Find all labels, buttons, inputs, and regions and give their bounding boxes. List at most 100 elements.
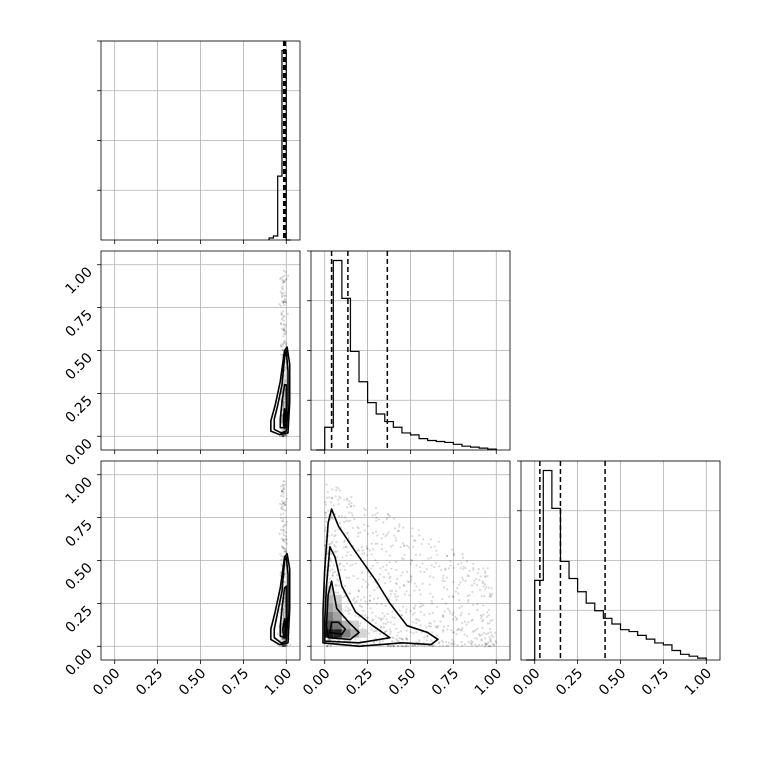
scatter-point (282, 512, 285, 515)
scatter-point (346, 532, 349, 535)
scatter-point (348, 639, 351, 642)
scatter-point (477, 643, 481, 646)
scatter-point (282, 310, 285, 313)
scatter-point (489, 640, 493, 643)
scatter-point (476, 603, 479, 606)
scatter-point (286, 643, 289, 647)
scatter-point (362, 609, 365, 612)
y-tick-label: 0.75 (62, 307, 95, 340)
scatter-point (331, 574, 334, 577)
scatter-point (373, 629, 376, 633)
scatter-point (374, 622, 377, 625)
scatter-point (328, 581, 331, 584)
scatter-point (475, 583, 479, 587)
scatter-point (350, 511, 353, 515)
scatter-point (473, 637, 476, 640)
contour-level (270, 346, 291, 436)
scatter-point (442, 629, 445, 632)
histogram-panel-2 (307, 250, 511, 454)
scatter-point (457, 627, 460, 630)
scatter-point (442, 574, 445, 577)
scatter-point (440, 639, 443, 642)
scatter-point (413, 589, 416, 592)
scatter-point (393, 623, 396, 626)
scatter-point (364, 614, 367, 617)
x-tick-label: 0.75 (639, 666, 672, 699)
scatter-point (280, 343, 283, 346)
scatter-point (356, 549, 359, 552)
scatter-point (451, 548, 454, 551)
scatter-point (383, 631, 386, 634)
scatter-point (386, 620, 389, 624)
scatter-point (323, 529, 327, 532)
scatter-point (400, 557, 404, 560)
scatter-point (284, 434, 287, 437)
scatter-point (284, 572, 287, 575)
scatter-point (445, 644, 448, 648)
scatter-point (386, 645, 389, 648)
scatter-point (411, 645, 414, 648)
scatter-point (412, 632, 415, 635)
scatter-point (371, 548, 375, 551)
scatter-point (280, 622, 284, 625)
scatter-point (477, 633, 481, 636)
scatter-point (487, 645, 491, 648)
scatter-point (375, 516, 378, 519)
scatter-point (284, 504, 287, 507)
y-tick-label: 1.00 (62, 474, 95, 507)
scatter-point (325, 483, 328, 486)
scatter-point (282, 301, 285, 304)
scatter-point (482, 567, 485, 570)
scatter-point (466, 600, 470, 603)
scatter-point (461, 644, 464, 647)
scatter-point (284, 366, 287, 369)
scatter-point (415, 585, 418, 588)
scatter-point (281, 637, 284, 640)
scatter-point (281, 275, 284, 278)
scatter-point (479, 588, 482, 592)
scatter-point (345, 605, 348, 608)
scatter-point (459, 566, 462, 570)
scatter-point (457, 628, 461, 631)
density-cell (283, 371, 286, 381)
scatter-point (364, 580, 367, 583)
scatter-point (422, 603, 425, 607)
scatter-point (475, 637, 478, 640)
scatter-point (384, 604, 387, 608)
scatter-point (283, 644, 286, 647)
scatter-point (281, 645, 284, 648)
scatter-point (339, 562, 342, 565)
scatter-point (282, 299, 285, 303)
scatter-point (438, 645, 441, 648)
scatter-point (282, 428, 286, 431)
scatter-point (289, 643, 292, 647)
scatter-point (441, 614, 444, 618)
scatter-point (484, 572, 487, 575)
scatter-point (397, 640, 400, 643)
scatter-point (356, 577, 359, 580)
scatter-point (491, 635, 495, 639)
scatter-point (451, 618, 454, 621)
scatter-point (472, 566, 475, 570)
scatter-point (356, 535, 359, 538)
scatter-point (283, 644, 286, 647)
scatter-point (389, 630, 393, 633)
scatter-point (384, 568, 387, 571)
scatter-point (358, 604, 362, 607)
scatter-point (461, 578, 465, 581)
scatter-point (281, 434, 284, 437)
contour-level (325, 580, 360, 641)
scatter-point (469, 642, 472, 645)
scatter-point (324, 526, 327, 529)
scatter-point (384, 535, 387, 538)
scatter-point (280, 276, 283, 279)
scatter-point (398, 586, 402, 589)
scatter-point (399, 545, 402, 549)
scatter-point (409, 562, 413, 565)
scatter-point (448, 595, 451, 598)
scatter-point (480, 639, 483, 642)
scatter-point (396, 529, 400, 533)
scatter-point (377, 518, 380, 521)
scatter-point (278, 532, 281, 535)
scatter-point (472, 562, 475, 565)
